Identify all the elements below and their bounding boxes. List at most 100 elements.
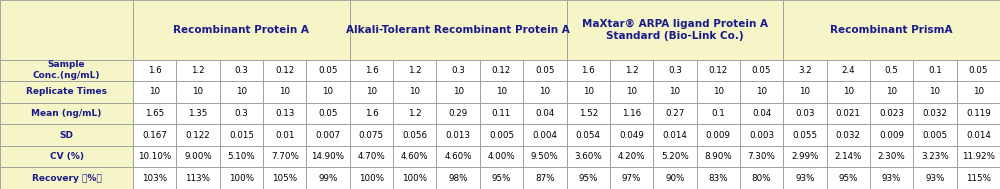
Text: 10: 10	[886, 87, 897, 96]
Bar	[783, 60, 827, 81]
Text: 0.003: 0.003	[749, 131, 774, 139]
Text: 1.2: 1.2	[625, 66, 638, 75]
Bar	[697, 81, 740, 103]
Text: 10: 10	[149, 87, 160, 96]
Text: 10: 10	[496, 87, 507, 96]
Text: 0.005: 0.005	[922, 131, 948, 139]
Bar	[263, 81, 306, 103]
Text: 0.054: 0.054	[576, 131, 601, 139]
Bar	[263, 167, 306, 189]
Bar	[220, 81, 263, 103]
Bar	[306, 124, 350, 146]
Text: 10: 10	[279, 87, 290, 96]
Bar	[133, 146, 176, 167]
Text: 10: 10	[366, 87, 377, 96]
Bar	[350, 167, 393, 189]
Text: 10: 10	[583, 87, 594, 96]
Bar	[827, 146, 870, 167]
Text: 1.52: 1.52	[579, 109, 598, 118]
Bar	[0, 103, 133, 124]
Bar	[610, 124, 653, 146]
Text: 0.023: 0.023	[879, 109, 904, 118]
Text: 10.10%: 10.10%	[138, 152, 171, 161]
Bar	[653, 60, 697, 81]
Text: 0.014: 0.014	[966, 131, 991, 139]
Text: 10: 10	[453, 87, 464, 96]
Bar	[870, 103, 913, 124]
Bar	[133, 167, 176, 189]
Text: 93%: 93%	[795, 174, 815, 183]
Bar	[133, 60, 176, 81]
Bar	[523, 81, 566, 103]
Text: 90%: 90%	[665, 174, 685, 183]
Text: Recombinant Protein A: Recombinant Protein A	[173, 25, 309, 35]
Text: 4.60%: 4.60%	[401, 152, 429, 161]
Text: 0.032: 0.032	[922, 109, 947, 118]
Text: 95%: 95%	[839, 174, 858, 183]
Text: CV (%): CV (%)	[50, 152, 84, 161]
Text: 113%: 113%	[186, 174, 211, 183]
Bar	[870, 146, 913, 167]
Bar	[523, 124, 566, 146]
Text: 10: 10	[192, 87, 204, 96]
Text: 0.075: 0.075	[359, 131, 384, 139]
Bar	[133, 103, 176, 124]
Text: Mean (ng/mL): Mean (ng/mL)	[31, 109, 102, 118]
Text: 0.167: 0.167	[142, 131, 167, 139]
Bar	[957, 146, 1000, 167]
Text: Sample
Conc.(ng/mL): Sample Conc.(ng/mL)	[33, 60, 100, 80]
Bar	[870, 167, 913, 189]
Text: 0.005: 0.005	[489, 131, 514, 139]
Text: 0.021: 0.021	[836, 109, 861, 118]
Text: 1.2: 1.2	[191, 66, 205, 75]
Bar	[393, 124, 436, 146]
Text: 0.05: 0.05	[969, 66, 988, 75]
Text: 10: 10	[409, 87, 420, 96]
Bar	[263, 146, 306, 167]
Bar	[523, 167, 566, 189]
Bar	[697, 167, 740, 189]
Text: 0.013: 0.013	[446, 131, 471, 139]
Text: 0.004: 0.004	[532, 131, 557, 139]
Text: 0.12: 0.12	[275, 66, 294, 75]
Text: 10: 10	[323, 87, 334, 96]
Bar	[783, 81, 827, 103]
Bar	[480, 146, 523, 167]
Text: 93%: 93%	[882, 174, 901, 183]
Bar	[827, 60, 870, 81]
Text: 9.50%: 9.50%	[531, 152, 559, 161]
Text: 0.03: 0.03	[795, 109, 815, 118]
Text: 0.5: 0.5	[885, 66, 899, 75]
Text: 98%: 98%	[448, 174, 468, 183]
Text: 0.04: 0.04	[535, 109, 555, 118]
Text: 0.055: 0.055	[792, 131, 817, 139]
Text: 3.23%: 3.23%	[921, 152, 949, 161]
Text: 1.35: 1.35	[188, 109, 208, 118]
Bar	[220, 60, 263, 81]
Bar	[913, 167, 957, 189]
Bar	[783, 103, 827, 124]
Bar	[783, 167, 827, 189]
Bar	[827, 167, 870, 189]
Bar	[566, 0, 783, 60]
Bar	[740, 167, 783, 189]
Bar	[740, 146, 783, 167]
Text: 5.10%: 5.10%	[228, 152, 255, 161]
Text: 3.60%: 3.60%	[574, 152, 602, 161]
Text: 95%: 95%	[492, 174, 511, 183]
Text: 1.6: 1.6	[148, 66, 161, 75]
Text: 0.1: 0.1	[928, 66, 942, 75]
Bar	[610, 81, 653, 103]
Bar	[610, 103, 653, 124]
Text: 3.2: 3.2	[798, 66, 812, 75]
Text: MaXtar® ARPA ligand Protein A
Standard (Bio-Link Co.): MaXtar® ARPA ligand Protein A Standard (…	[582, 19, 768, 41]
Text: 10: 10	[843, 87, 854, 96]
Text: 10: 10	[626, 87, 637, 96]
Bar	[306, 81, 350, 103]
Text: 95%: 95%	[578, 174, 598, 183]
Bar	[350, 124, 393, 146]
Text: 100%: 100%	[229, 174, 254, 183]
Text: 0.3: 0.3	[451, 66, 465, 75]
Bar	[176, 124, 220, 146]
Bar	[436, 146, 480, 167]
